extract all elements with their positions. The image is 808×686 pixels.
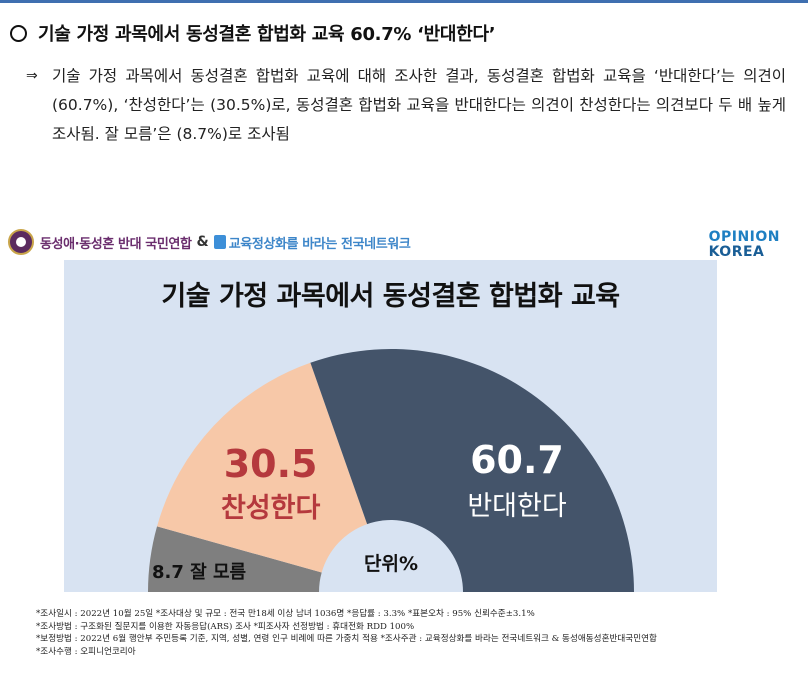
chart-panel: 기술 가정 과목에서 동성결혼 합법화 교육 8.7 잘 모름 30.5 찬성한다 6… xyxy=(64,260,717,592)
sponsor-2: 교육정상화를 바라는 전국네트워크 xyxy=(228,236,411,252)
circle-bullet-icon xyxy=(10,24,27,42)
segment-2 xyxy=(157,362,368,573)
segment-3 xyxy=(310,349,634,592)
survey-infographic: 동성애·동성혼 반대 국민연합 & 교육정상화를 바라는 전국네트워크 OPIN… xyxy=(0,218,808,686)
footnote-3: *보정방법 : 2022년 6월 행안부 주민등록 기준, 지역, 성별, 연령… xyxy=(36,634,657,644)
logo-line-1: OPINION xyxy=(708,229,780,245)
seal-icon xyxy=(8,229,34,255)
value-agree: 30.5 xyxy=(224,442,318,486)
footnote-2: *조사방법 : 구조화된 질문지를 이용한 자동응답(ARS) 조사 *피조사자… xyxy=(36,621,415,632)
logo-line-2: KOREA xyxy=(708,244,765,260)
segment-1 xyxy=(148,526,322,592)
summary-text: 기술 가정 과목에서 동성결혼 합법화 교육에 대해 조사한 결과, 동성결혼 … xyxy=(52,67,786,143)
heading-text: 기술 가정 과목에서 동성결혼 합법화 교육 60.7% ‘반대한다’ xyxy=(38,24,496,45)
label-dontknow: 8.7 잘 모름 xyxy=(152,562,246,583)
section-heading: 기술 가정 과목에서 동성결혼 합법화 교육 60.7% ‘반대한다’ xyxy=(10,20,496,46)
ampersand: & xyxy=(196,234,209,250)
value-oppose: 60.7 xyxy=(470,438,564,482)
footnote-1: *조사일시 : 2022년 10월 25일 *조사대상 및 규모 : 전국 만1… xyxy=(36,609,535,619)
unit-label: 단위% xyxy=(364,553,418,575)
chart-title: 기술 가정 과목에서 동성결혼 합법화 교육 xyxy=(161,281,620,312)
footnote-4: *조사수행 : 오피니언코리아 xyxy=(36,646,136,657)
arrow-icon: ⇒ xyxy=(26,68,38,84)
opinion-korea-logo: OPINION KOREA xyxy=(709,230,780,260)
sponsor-row: 동성애·동성혼 반대 국민연합 & 교육정상화를 바라는 전국네트워크 xyxy=(8,228,411,256)
survey-footnotes: *조사일시 : 2022년 10월 25일 *조사대상 및 규모 : 전국 만1… xyxy=(36,608,796,658)
label-agree: 찬성한다 xyxy=(221,493,321,524)
sponsor-1: 동성애·동성혼 반대 국민연합 xyxy=(40,236,192,252)
book-icon xyxy=(213,235,226,249)
summary-paragraph: ⇒ 기술 가정 과목에서 동성결혼 합법화 교육에 대해 조사한 결과, 동성결… xyxy=(26,62,786,149)
top-rule xyxy=(0,0,808,3)
label-oppose: 반대한다 xyxy=(467,491,567,522)
